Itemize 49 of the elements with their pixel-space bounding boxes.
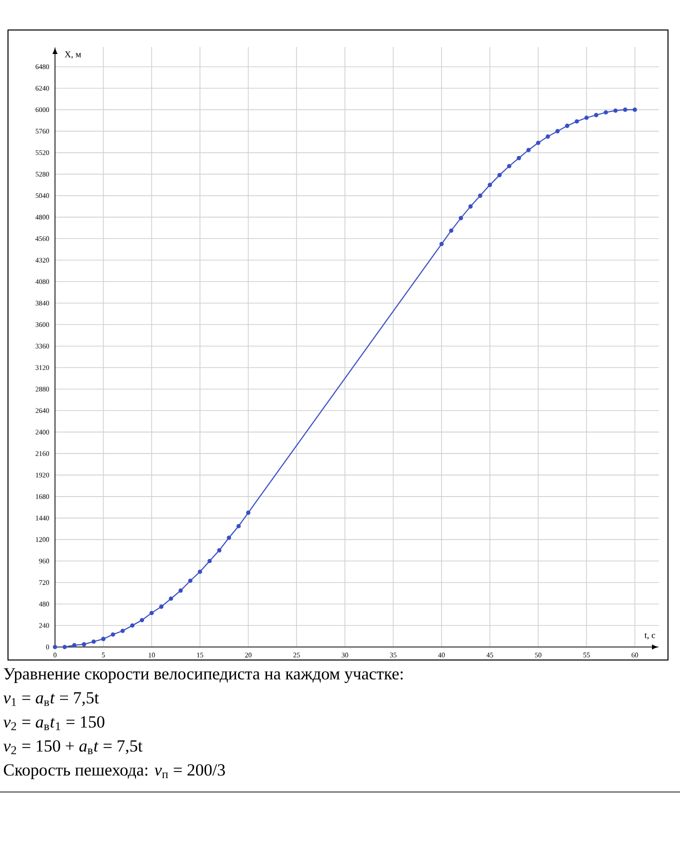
point xyxy=(246,510,250,515)
point xyxy=(632,108,637,112)
point xyxy=(604,110,608,115)
point xyxy=(458,216,464,220)
point xyxy=(226,536,232,540)
point xyxy=(594,112,598,118)
point xyxy=(101,636,106,642)
point xyxy=(159,604,164,609)
point xyxy=(217,548,222,552)
point xyxy=(82,642,86,646)
point xyxy=(130,623,134,628)
point xyxy=(188,578,192,583)
point xyxy=(507,164,512,168)
y-axis-title: X, м xyxy=(64,51,82,59)
point xyxy=(546,134,550,139)
x-axis-title: t, с xyxy=(644,633,656,640)
point xyxy=(168,596,174,601)
point xyxy=(439,242,444,246)
point xyxy=(140,618,144,622)
point xyxy=(92,639,96,644)
text: Уравнение скорости велосипедиста на каждом участке: xyxy=(4,668,403,684)
text: Скорость пешехода: v$_{п}$ = 200/3 xyxy=(4,764,225,780)
point xyxy=(488,182,492,188)
point xyxy=(120,628,125,634)
point xyxy=(198,570,202,574)
point xyxy=(623,108,628,112)
point xyxy=(536,140,540,145)
point xyxy=(555,129,560,134)
point xyxy=(52,644,58,650)
point xyxy=(62,644,67,650)
text: v$_{2}$ = 150 + a$_{в}$t = 7,5t xyxy=(3,740,143,754)
point xyxy=(516,156,522,160)
point xyxy=(72,643,76,648)
point xyxy=(236,524,241,528)
text: v$_{2}$ = a$_{в}$t$_{1}$ = 150 xyxy=(3,716,104,730)
point xyxy=(110,632,116,637)
point xyxy=(526,148,531,152)
point xyxy=(468,204,473,209)
point xyxy=(207,558,212,564)
point xyxy=(149,610,154,616)
point xyxy=(449,228,454,233)
point xyxy=(584,116,589,120)
point xyxy=(478,194,482,198)
point xyxy=(613,108,618,113)
point xyxy=(178,588,183,593)
point xyxy=(574,119,579,124)
text: v$_{1}$ = a$_{в}$t = 7,5t xyxy=(3,692,99,706)
point xyxy=(497,172,502,178)
point xyxy=(565,124,570,128)
